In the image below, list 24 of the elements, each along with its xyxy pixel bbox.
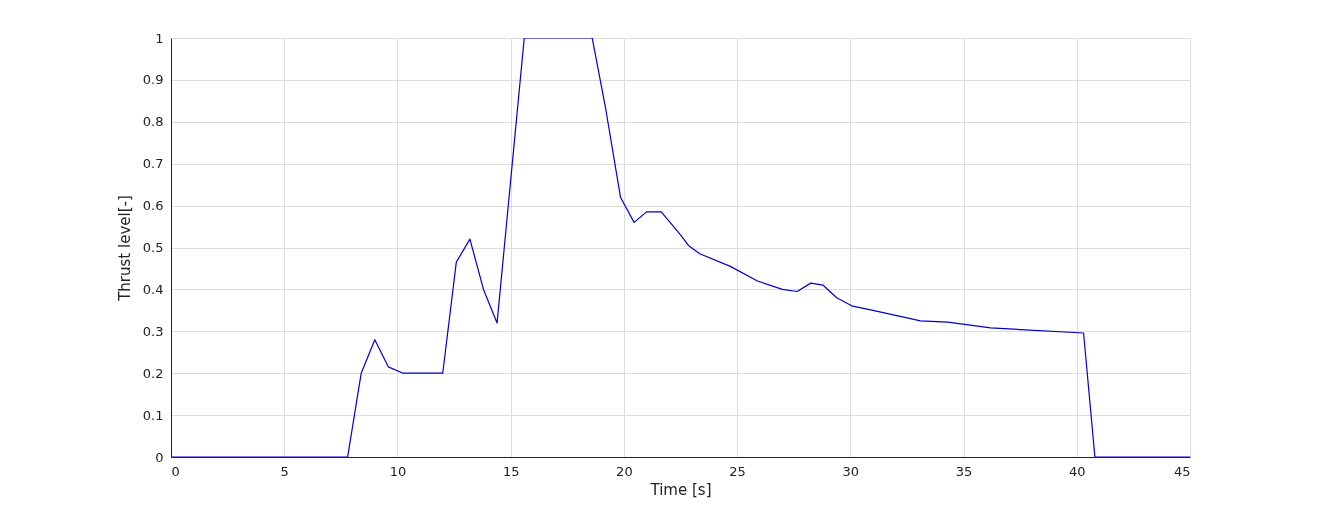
y-tick-label: 0.2 bbox=[142, 365, 164, 381]
x-tick-label: 10 bbox=[389, 463, 407, 479]
y-axis-title: Thrust level[-] bbox=[115, 195, 134, 302]
y-tick-label: 0.1 bbox=[142, 407, 164, 423]
y-tick-label: 0.9 bbox=[142, 72, 164, 88]
x-tick-label: 5 bbox=[280, 463, 289, 479]
x-tick-label: 20 bbox=[616, 463, 633, 479]
x-tick-label: 45 bbox=[1173, 463, 1191, 479]
line-series bbox=[171, 38, 1190, 457]
y-tick-label: 0 bbox=[155, 449, 164, 465]
y-tick-label: 0.7 bbox=[142, 156, 164, 172]
y-tick-label: 0.5 bbox=[142, 240, 164, 255]
y-tick-label: 0.4 bbox=[142, 281, 164, 297]
x-tick-label: 40 bbox=[1069, 463, 1086, 479]
y-tick-label: 0.3 bbox=[142, 323, 164, 339]
x-tick-label: 0 bbox=[171, 463, 180, 479]
y-tick-label: 0.6 bbox=[142, 198, 164, 214]
x-axis-title: Time [s] bbox=[649, 480, 712, 499]
x-tick-label: 25 bbox=[729, 463, 746, 479]
y-tick-label: 1 bbox=[155, 30, 164, 46]
x-tick-label: 15 bbox=[502, 463, 520, 479]
y-tick-label: 0.8 bbox=[142, 114, 164, 130]
x-tick-label: 35 bbox=[955, 463, 973, 479]
x-tick-label: 30 bbox=[842, 463, 860, 479]
